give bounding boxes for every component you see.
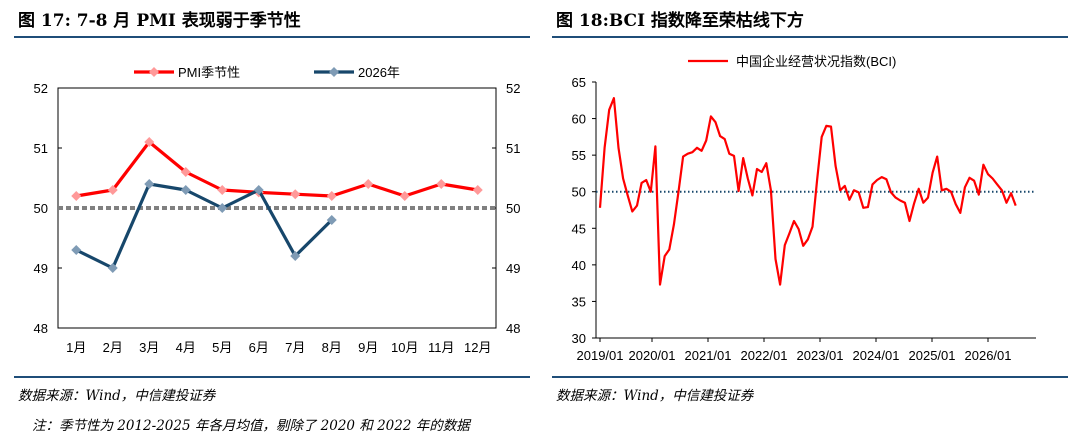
right-y-tick-label: 50: [506, 201, 520, 216]
data-point: [217, 185, 228, 195]
series-line-1: [75, 182, 333, 270]
bci-chart: 30 35 40 45 50 55 60 65 2019/01 2020/01 2021/01 202…: [572, 54, 1036, 363]
left-bottom-rule: [14, 376, 530, 378]
right-source: 数据来源：Wind，中信建投证券: [556, 388, 754, 404]
legend-label: PMI季节性: [178, 65, 240, 80]
left-y-tick-label: 50: [34, 201, 48, 216]
y-tick-label: 30: [572, 331, 586, 346]
data-point: [290, 189, 301, 200]
x-tick-label: 8月: [322, 340, 342, 355]
right-y-tick-label: 48: [506, 321, 520, 336]
x-tick-label: 2024/01: [853, 348, 900, 363]
left-note: 注：季节性为 2012-2025 年各月均值，剔除了 2020 和 2022 年…: [32, 418, 470, 434]
legend-label: 中国企业经营状况指数(BCI): [736, 54, 896, 69]
x-tick-label: 4月: [176, 340, 196, 355]
x-tick-label: 2022/01: [741, 348, 788, 363]
x-tick-label: 6月: [249, 340, 269, 355]
legend-marker: [329, 67, 339, 77]
right-y-tick-label: 52: [506, 81, 520, 96]
x-tick-label: 12月: [464, 340, 491, 355]
y-tick-label: 45: [572, 221, 586, 236]
x-tick-label: 1月: [66, 340, 86, 355]
pmi-chart: 48 48 49 49 50 50 51 51 52 52 1月 2月 3月 4月 5月 6月 7月 8月 9月 10…: [34, 65, 521, 355]
data-point: [107, 263, 118, 273]
y-tick-label: 60: [572, 112, 586, 127]
left-figure-title: 图 17: 7-8 月 PMI 表现弱于季节性: [18, 11, 301, 31]
data-point: [180, 167, 191, 177]
y-tick-label: 55: [572, 148, 586, 163]
bci-series-line: [598, 96, 1017, 286]
left-y-tick-label: 51: [34, 141, 48, 156]
data-point: [144, 179, 155, 189]
data-point: [472, 185, 483, 195]
x-tick-label: 2020/01: [629, 348, 676, 363]
left-y-tick-label: 48: [34, 321, 48, 336]
legend-marker: [149, 67, 159, 77]
left-y-tick-label: 52: [34, 81, 48, 96]
series-line-0: [75, 140, 479, 198]
x-tick-label: 11月: [428, 340, 455, 355]
left-y-tick-label: 49: [34, 261, 48, 276]
right-bottom-rule: [552, 376, 1068, 378]
data-point: [217, 203, 228, 213]
right-y-tick-label: 51: [506, 141, 520, 156]
legend-label: 2026年: [358, 65, 400, 80]
data-point: [363, 179, 374, 189]
x-tick-label: 10月: [391, 340, 418, 355]
x-tick-label: 3月: [139, 340, 159, 355]
data-point: [144, 137, 155, 147]
x-tick-label: 7月: [285, 340, 305, 355]
x-tick-label: 5月: [212, 340, 232, 355]
x-tick-label: 2023/01: [797, 348, 844, 363]
data-point: [326, 191, 337, 201]
x-tick-label: 2019/01: [577, 348, 624, 363]
data-point: [326, 215, 337, 225]
x-tick-label: 9月: [358, 340, 378, 355]
x-tick-label: 2021/01: [685, 348, 732, 363]
left-top-rule: [14, 36, 530, 38]
y-tick-label: 65: [572, 75, 586, 90]
data-point: [107, 185, 118, 195]
data-point: [180, 185, 191, 195]
data-point: [399, 191, 410, 201]
left-source: 数据来源：Wind，中信建投证券: [18, 388, 216, 404]
x-tick-label: 2月: [103, 340, 123, 355]
data-point: [290, 251, 301, 261]
x-tick-label: 2026/01: [965, 348, 1012, 363]
right-y-tick-label: 49: [506, 261, 520, 276]
data-point: [436, 179, 447, 189]
y-tick-label: 50: [572, 185, 586, 200]
y-tick-label: 35: [572, 294, 586, 309]
y-tick-label: 40: [572, 258, 586, 273]
right-top-rule: [552, 36, 1068, 38]
right-figure-title: 图 18:BCI 指数降至荣枯线下方: [556, 11, 804, 31]
data-point: [71, 245, 82, 255]
x-tick-label: 2025/01: [909, 348, 956, 363]
data-point: [71, 191, 82, 201]
data-point: [253, 185, 264, 195]
